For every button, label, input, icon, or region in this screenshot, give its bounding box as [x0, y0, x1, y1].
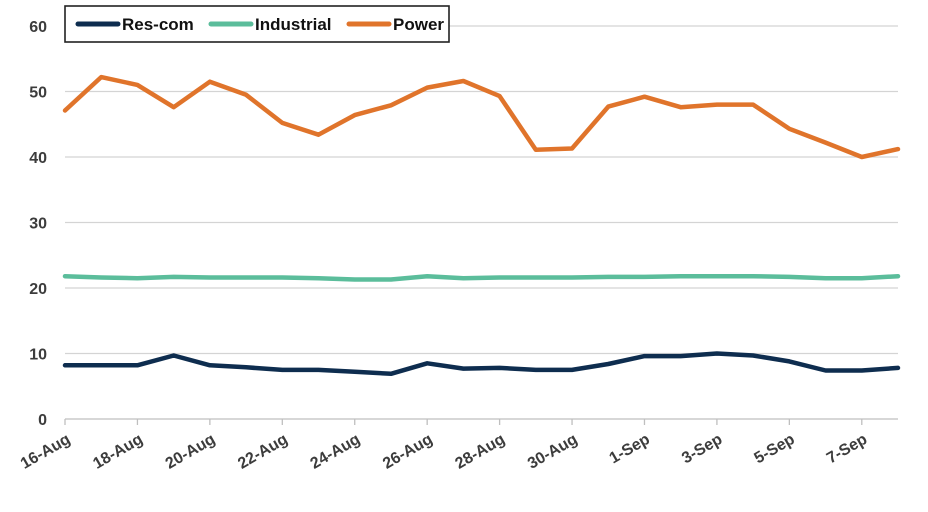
x-tick-label: 5-Sep — [752, 431, 798, 468]
legend: Res-com Industrial Power — [64, 5, 450, 43]
y-tick-label: 20 — [29, 281, 47, 298]
y-axis-ticks: 0 10 20 30 40 50 60 — [29, 19, 47, 429]
x-tick-label: 16-Aug — [18, 431, 73, 473]
x-tick-label: 22-Aug — [235, 431, 290, 473]
x-axis-ticks: 16-Aug 18-Aug 20-Aug 22-Aug 24-Aug 26-Aug 28-A… — [18, 419, 870, 473]
y-tick-label: 10 — [29, 347, 47, 364]
y-tick-label: 50 — [29, 85, 47, 102]
x-tick-label: 24-Aug — [308, 431, 363, 473]
series-line-power — [62, 74, 901, 160]
y-tick-label: 30 — [29, 216, 47, 233]
series-line-res-com — [62, 351, 901, 377]
legend-label: Industrial — [255, 15, 332, 34]
series-line-industrial — [62, 273, 901, 282]
x-tick-label: 28-Aug — [453, 431, 508, 473]
x-tick-label: 30-Aug — [525, 431, 580, 473]
y-tick-label: 0 — [38, 412, 47, 429]
series-lines — [62, 74, 901, 377]
x-tick-label: 26-Aug — [380, 431, 435, 473]
y-tick-label: 60 — [29, 19, 47, 36]
legend-label: Power — [393, 15, 444, 34]
x-tick-label: 1-Sep — [607, 431, 653, 468]
y-tick-label: 40 — [29, 150, 47, 167]
x-tick-label: 7-Sep — [824, 431, 870, 468]
x-tick-label: 18-Aug — [90, 431, 145, 473]
legend-label: Res-com — [122, 15, 194, 34]
x-tick-label: 20-Aug — [163, 431, 218, 473]
x-tick-label: 3-Sep — [679, 431, 725, 468]
